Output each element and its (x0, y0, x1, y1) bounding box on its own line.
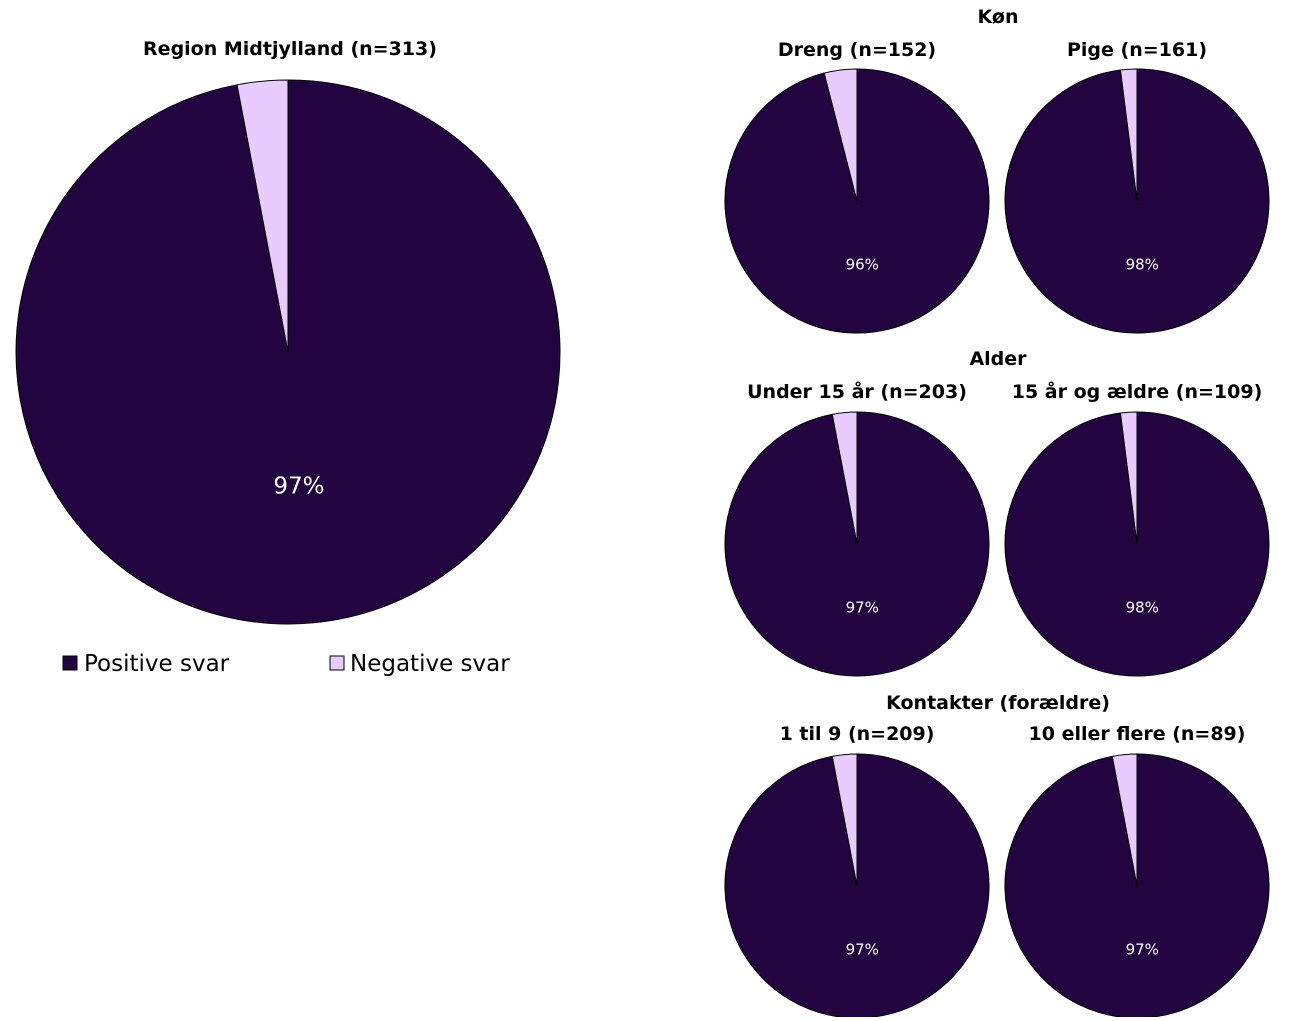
pie-title-dreng: Dreng (n=152) (778, 39, 936, 61)
pie-title-region: Region Midtjylland (n=313) (143, 38, 437, 60)
legend-swatch-negative (329, 655, 345, 671)
pie-10-eller-flere: 97% (1004, 753, 1270, 1019)
slice-negative (831, 753, 858, 887)
legend-label-negative: Negative svar (350, 651, 510, 677)
slice-negative (236, 79, 289, 353)
pie-title-under-15: Under 15 år (n=203) (747, 379, 967, 403)
slice-negative (823, 68, 858, 202)
pie-dreng: 96% (724, 68, 990, 334)
pie-under-15: 97% (724, 411, 990, 677)
slice-negative (1111, 753, 1138, 887)
pie-pige: 98% (1004, 68, 1270, 334)
data-label-positive: 96% (846, 256, 879, 274)
slice-negative (1119, 68, 1138, 202)
pie-1-til-9: 97% (724, 753, 990, 1019)
data-label-positive: 98% (1126, 256, 1159, 274)
pie-15-og-aeldre: 98% (1004, 411, 1270, 677)
data-label-positive: 97% (1126, 941, 1159, 959)
pie-title-1-til-9: 1 til 9 (n=209) (780, 723, 935, 745)
pie-region-midtjylland: 97% (15, 79, 561, 625)
legend: Positive svar Negative svar (62, 651, 510, 677)
pie-title-15-og-aeldre: 15 år og ældre (n=109) (1012, 379, 1263, 403)
pie-title-pige: Pige (n=161) (1067, 39, 1207, 61)
legend-label-positive: Positive svar (84, 651, 230, 677)
group-title-alder: Alder (969, 348, 1027, 370)
legend-swatch-positive (62, 655, 78, 671)
data-label-positive: 98% (1126, 599, 1159, 617)
data-label-positive: 97% (273, 473, 324, 499)
slice-negative (1119, 411, 1138, 545)
data-label-positive: 97% (846, 941, 879, 959)
pie-title-10-eller-flere: 10 eller flere (n=89) (1029, 723, 1246, 745)
group-title-kontakter: Kontakter (forældre) (886, 692, 1110, 714)
group-title-kon: Køn (978, 6, 1019, 28)
slice-negative (831, 411, 858, 545)
data-label-positive: 97% (846, 599, 879, 617)
